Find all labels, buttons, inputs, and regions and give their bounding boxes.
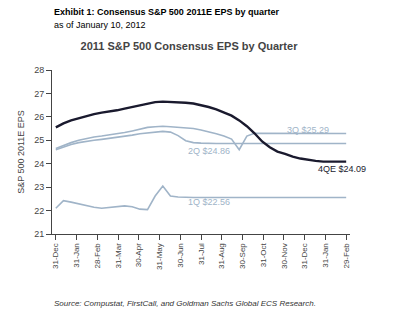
svg-text:Source: Compustat, FirstCall,: Source: Compustat, FirstCall, and Goldma… bbox=[54, 299, 316, 308]
svg-text:Exhibit 1: Consensus S&P 500 2: Exhibit 1: Consensus S&P 500 2011E EPS b… bbox=[54, 7, 279, 17]
svg-text:31-Aug: 31-Aug bbox=[217, 243, 226, 269]
svg-text:31-Jan: 31-Jan bbox=[321, 243, 330, 267]
svg-text:4QE $24.09: 4QE $24.09 bbox=[318, 164, 366, 174]
svg-text:31-May: 31-May bbox=[155, 243, 164, 270]
svg-text:21: 21 bbox=[34, 229, 44, 239]
svg-text:23: 23 bbox=[34, 182, 44, 192]
svg-text:1Q $22.56: 1Q $22.56 bbox=[188, 197, 230, 207]
svg-text:28-Feb: 28-Feb bbox=[93, 243, 102, 269]
svg-text:31-Dec: 31-Dec bbox=[51, 243, 60, 269]
svg-text:25: 25 bbox=[34, 135, 44, 145]
svg-text:27: 27 bbox=[34, 89, 44, 99]
svg-text:30-Jun: 30-Jun bbox=[176, 243, 185, 267]
svg-text:30-Sep: 30-Sep bbox=[238, 243, 247, 269]
svg-text:22: 22 bbox=[34, 206, 44, 216]
svg-text:31-Jul: 31-Jul bbox=[197, 243, 206, 265]
svg-text:31-Dec: 31-Dec bbox=[300, 243, 309, 269]
svg-text:3Q $25.29: 3Q $25.29 bbox=[287, 125, 329, 135]
svg-text:S&P 500 2011E EPS: S&P 500 2011E EPS bbox=[16, 110, 26, 194]
svg-text:31-Jan: 31-Jan bbox=[72, 243, 81, 267]
svg-text:24: 24 bbox=[34, 159, 44, 169]
svg-text:as of January 10, 2012: as of January 10, 2012 bbox=[54, 20, 146, 30]
svg-text:29-Feb: 29-Feb bbox=[342, 243, 351, 269]
svg-text:2011 S&P 500 Consensus EPS by: 2011 S&P 500 Consensus EPS by Quarter bbox=[81, 40, 299, 52]
svg-text:30-Nov: 30-Nov bbox=[280, 243, 289, 269]
svg-text:28: 28 bbox=[34, 65, 44, 75]
svg-text:31-Oct: 31-Oct bbox=[259, 242, 268, 267]
svg-text:26: 26 bbox=[34, 112, 44, 122]
svg-text:31-Mar: 31-Mar bbox=[114, 243, 123, 269]
svg-text:2Q $24.86: 2Q $24.86 bbox=[188, 146, 230, 156]
svg-text:30-Apr: 30-Apr bbox=[134, 243, 143, 267]
